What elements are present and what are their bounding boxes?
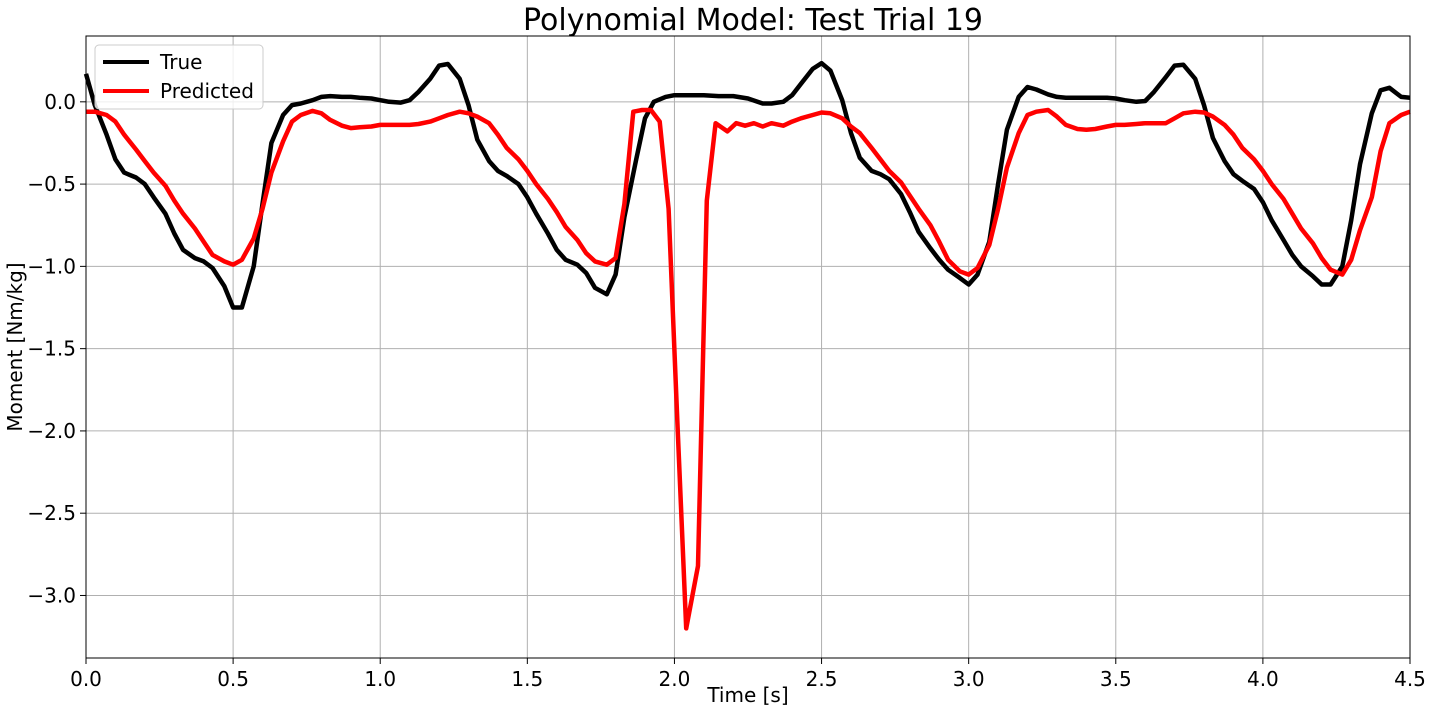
legend-label-predicted: Predicted — [160, 79, 254, 103]
x-tick-label: 2.5 — [806, 667, 838, 691]
y-tick-label: −0.5 — [27, 172, 76, 196]
plot-frame — [85, 35, 1411, 659]
series-line-true — [83, 60, 1411, 310]
x-tick-label: 4.0 — [1247, 667, 1279, 691]
legend: True Predicted — [94, 44, 264, 110]
x-tick-label: 2.0 — [659, 667, 691, 691]
x-tick-label: 3.0 — [953, 667, 985, 691]
x-tick-label: 0.0 — [70, 667, 102, 691]
y-tick-label: 0.0 — [44, 90, 76, 114]
x-tick-label: 3.5 — [1100, 667, 1132, 691]
x-axis: 0.0 0.5 1.0 1.5 2.0 2.5 3.0 3.5 4.0 4.5 — [70, 658, 1426, 691]
legend-label-true: True — [159, 50, 202, 74]
x-tick-label: 4.5 — [1394, 667, 1426, 691]
y-tick-label: −3.0 — [27, 583, 76, 607]
x-tick-label: 1.5 — [511, 667, 543, 691]
y-axis: 0.0 −0.5 −1.0 −1.5 −2.0 −2.5 −3.0 — [27, 90, 86, 607]
series-layer — [83, 60, 1411, 631]
chart-title: Polynomial Model: Test Trial 19 — [523, 3, 983, 38]
x-tick-label: 0.5 — [217, 667, 249, 691]
y-tick-label: −1.5 — [27, 337, 76, 361]
x-tick-label: 1.0 — [364, 667, 396, 691]
y-tick-label: −1.0 — [27, 254, 76, 278]
y-tick-label: −2.0 — [27, 419, 76, 443]
y-tick-label: −2.5 — [27, 501, 76, 525]
series-line-predicted — [86, 107, 1411, 631]
x-axis-label: Time [s] — [706, 683, 788, 707]
y-axis-label: Moment [Nm/kg] — [3, 262, 27, 431]
